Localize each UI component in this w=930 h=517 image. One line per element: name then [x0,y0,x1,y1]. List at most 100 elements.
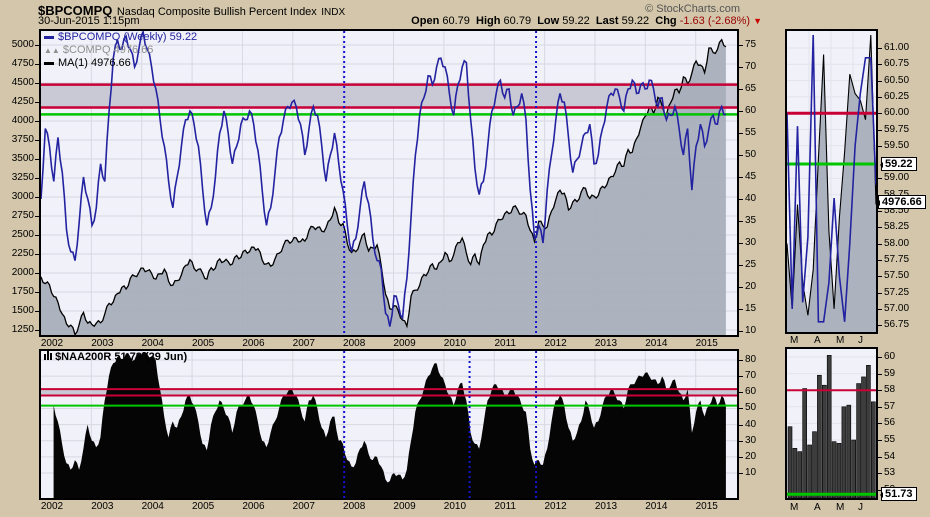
mini-top-axis-tick [878,325,882,327]
mini-bottom-axis-tick [878,473,882,475]
last-label: Last [595,15,619,27]
left-axis-tick [35,292,39,293]
right-axis-tick-label: 15 [745,303,757,314]
mini-top-axis-tick [878,276,882,278]
right-axis-tick [739,89,743,90]
right-axis-tick-label: 55 [745,127,757,138]
mini-top-axis-tick-label: 57.25 [884,286,910,298]
right-axis-tick [739,45,743,46]
mini-bottom-axis-tick [878,373,882,375]
right-axis-tick-label: 50 [745,149,757,160]
datetime-text: 30-Jun-2015 1:15pm [38,15,140,27]
main-x-year-label: 2007 [292,338,315,349]
mini-bottom-axis-tick-label: 60 [884,351,896,362]
main-x-year-label: 2005 [191,338,215,349]
bpcompq-line-icon [44,35,54,39]
mini-bottom-axis-tick [878,406,882,408]
lower-right-axis-tick-label: 40 [745,418,757,430]
mini-bottom-axis-tick-label: 56 [884,417,896,429]
mini-bottom-month-label: A [814,502,821,513]
lower-x-year-label: 2015 [695,501,718,512]
main-chart-plot [39,29,739,337]
mini-top-axis-tick-label: 60.25 [884,90,910,102]
right-axis-tick-label: 25 [745,259,757,270]
lower-right-axis-tick [739,473,743,474]
mini-bottom-axis-tick [878,423,882,425]
left-axis-tick-label: 4000 [11,115,34,126]
quote-bar: Open 60.79 High 60.79 Low 59.22 Last 59.… [411,15,762,27]
lower-right-axis-tick [739,424,743,426]
legend-compq-label: $COMPQ 4976.66 [62,44,154,56]
main-x-year-label: 2011 [494,338,516,349]
lower-x-year-label: 2006 [242,501,265,512]
mini-bottom-axis-tick-label: 53 [884,467,896,479]
left-axis-tick [35,178,39,179]
main-x-year-label: 2008 [343,338,366,349]
left-axis-tick [35,121,39,122]
lower-x-year-label: 2007 [292,501,315,512]
mini-top-axis-tick-label: 57.50 [884,270,910,282]
main-x-year-label: 2006 [242,338,265,349]
mini-top-axis-tick [878,259,882,261]
mini-top-month-label: M [790,335,799,346]
mini-top-axis-tick-label: 60.75 [884,58,910,70]
left-axis-tick [35,273,39,274]
left-axis-tick-label: 4250 [11,96,34,107]
mini-bottom-axis-tick-label: 57 [884,400,896,412]
mini-top-axis-tick-label: 57.75 [884,253,910,265]
compq-value-flag: 4976.66 [877,195,926,209]
mini-top-axis-tick [878,211,882,212]
naa200r-value-flag: 51.73 [880,487,917,501]
left-axis-tick [35,140,39,141]
high-label: High [476,15,501,27]
right-axis-tick [739,199,743,200]
open-value: 60.79 [442,15,470,27]
lower-right-axis-tick-label: 30 [745,434,757,446]
right-axis-tick-label: 30 [745,237,757,248]
left-axis-tick [35,311,39,312]
lower-x-year-label: 2003 [91,501,114,512]
lower-right-axis-tick [739,376,743,378]
ma-line-icon [44,61,54,65]
right-axis-tick [739,133,743,134]
lower-right-axis-tick [739,440,743,442]
main-x-year-label: 2012 [544,338,567,349]
left-axis-tick-label: 4500 [11,77,34,88]
mini-bottom-axis-tick [878,456,882,458]
left-axis-tick [35,330,39,331]
mini-bottom-axis-tick [878,489,882,491]
exchange-text: INDX [321,7,346,18]
lower-right-axis-tick-label: 80 [745,354,757,366]
right-axis-tick [739,221,743,222]
left-axis-tick-label: 3250 [11,172,34,183]
right-axis-tick-label: 35 [745,215,757,226]
copyright-text: © StockCharts.com [645,3,740,15]
low-label: Low [537,15,560,27]
mini-top-month-label: J [858,335,863,346]
legend-bpcompq: $BPCOMPQ (Weekly) 59.22 [44,31,197,43]
left-axis-tick-label: 1750 [11,286,34,297]
left-axis-tick [35,159,39,160]
left-axis-tick-label: 3000 [11,191,34,202]
right-axis-tick-label: 65 [745,83,757,94]
left-axis-tick [35,83,39,84]
mini-bottom-axis-tick-label: 58 [884,384,896,396]
left-axis-tick-label: 2000 [11,267,34,278]
open-label: Open [411,15,440,27]
lower-x-year-label: 2002 [40,501,64,512]
chg-label: Chg [655,15,677,27]
left-axis-tick-label: 3500 [11,153,34,164]
mini-bottom-axis-tick-label: 59 [884,367,896,379]
mini-bottom-axis-tick [878,390,882,392]
main-x-year-label: 2004 [141,338,164,349]
mini-top-axis-tick-label: 59.50 [884,139,910,151]
mini-top-axis-tick [878,308,882,310]
low-value: 59.22 [562,15,590,27]
mini-bottom-axis-tick-label: 55 [884,434,896,445]
right-axis-tick-label: 10 [745,325,757,336]
lower-right-axis-tick [739,408,743,410]
mini-bottom-month-label: M [790,502,799,513]
legend-compq: ▲▲ $COMPQ 4976.66 [44,44,153,57]
mini-bottom-month-label: J [858,502,863,513]
